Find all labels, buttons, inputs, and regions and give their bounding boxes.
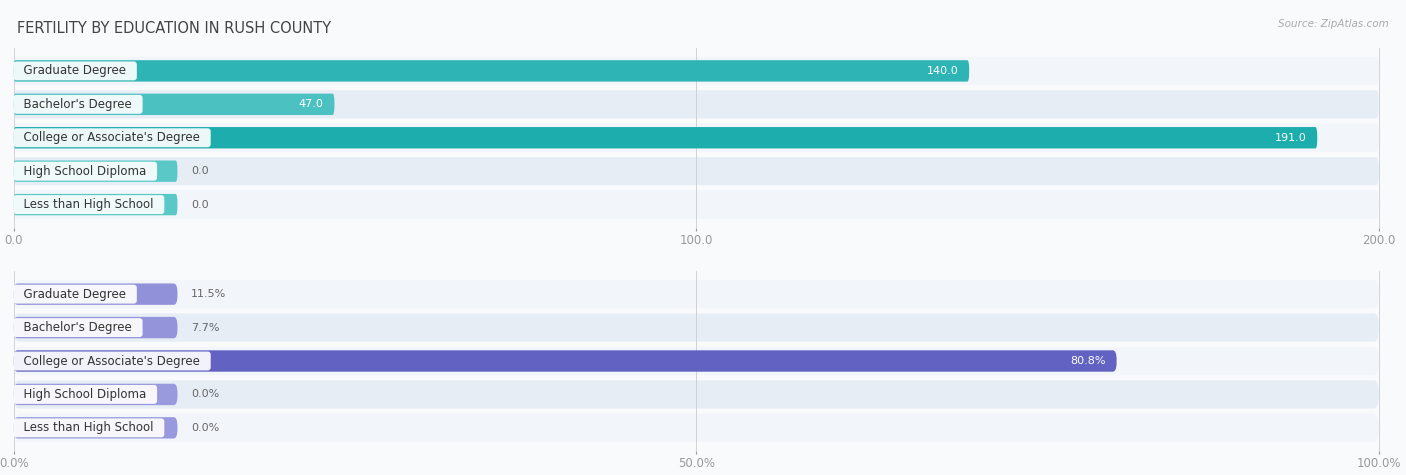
Text: Graduate Degree: Graduate Degree [17, 288, 134, 301]
FancyBboxPatch shape [14, 280, 1379, 308]
Text: 140.0: 140.0 [927, 66, 959, 76]
FancyBboxPatch shape [14, 314, 1379, 342]
FancyBboxPatch shape [14, 157, 1379, 185]
Text: Less than High School: Less than High School [17, 198, 162, 211]
Text: 7.7%: 7.7% [191, 323, 219, 332]
FancyBboxPatch shape [14, 161, 177, 182]
FancyBboxPatch shape [14, 124, 1379, 152]
Text: College or Associate's Degree: College or Associate's Degree [17, 354, 208, 368]
Text: 0.0: 0.0 [191, 166, 208, 176]
FancyBboxPatch shape [14, 190, 1379, 219]
Text: 0.0%: 0.0% [191, 423, 219, 433]
Text: 11.5%: 11.5% [191, 289, 226, 299]
Text: Source: ZipAtlas.com: Source: ZipAtlas.com [1278, 19, 1389, 29]
Text: High School Diploma: High School Diploma [17, 165, 155, 178]
Text: 0.0%: 0.0% [191, 390, 219, 399]
FancyBboxPatch shape [14, 60, 969, 82]
FancyBboxPatch shape [14, 127, 1317, 149]
Text: Less than High School: Less than High School [17, 421, 162, 434]
FancyBboxPatch shape [14, 90, 1379, 118]
Text: Graduate Degree: Graduate Degree [17, 65, 134, 77]
FancyBboxPatch shape [14, 350, 1116, 372]
Text: Bachelor's Degree: Bachelor's Degree [17, 321, 139, 334]
FancyBboxPatch shape [14, 317, 177, 338]
Text: College or Associate's Degree: College or Associate's Degree [17, 131, 208, 144]
FancyBboxPatch shape [14, 384, 177, 405]
FancyBboxPatch shape [14, 414, 1379, 442]
Text: High School Diploma: High School Diploma [17, 388, 155, 401]
Text: FERTILITY BY EDUCATION IN RUSH COUNTY: FERTILITY BY EDUCATION IN RUSH COUNTY [17, 21, 330, 37]
Text: 0.0: 0.0 [191, 200, 208, 209]
FancyBboxPatch shape [14, 57, 1379, 85]
FancyBboxPatch shape [14, 380, 1379, 408]
FancyBboxPatch shape [14, 94, 335, 115]
Text: 80.8%: 80.8% [1070, 356, 1105, 366]
FancyBboxPatch shape [14, 284, 177, 305]
Text: Bachelor's Degree: Bachelor's Degree [17, 98, 139, 111]
FancyBboxPatch shape [14, 347, 1379, 375]
FancyBboxPatch shape [14, 194, 177, 215]
Text: 47.0: 47.0 [298, 99, 323, 109]
FancyBboxPatch shape [14, 417, 177, 438]
Text: 191.0: 191.0 [1275, 133, 1306, 143]
